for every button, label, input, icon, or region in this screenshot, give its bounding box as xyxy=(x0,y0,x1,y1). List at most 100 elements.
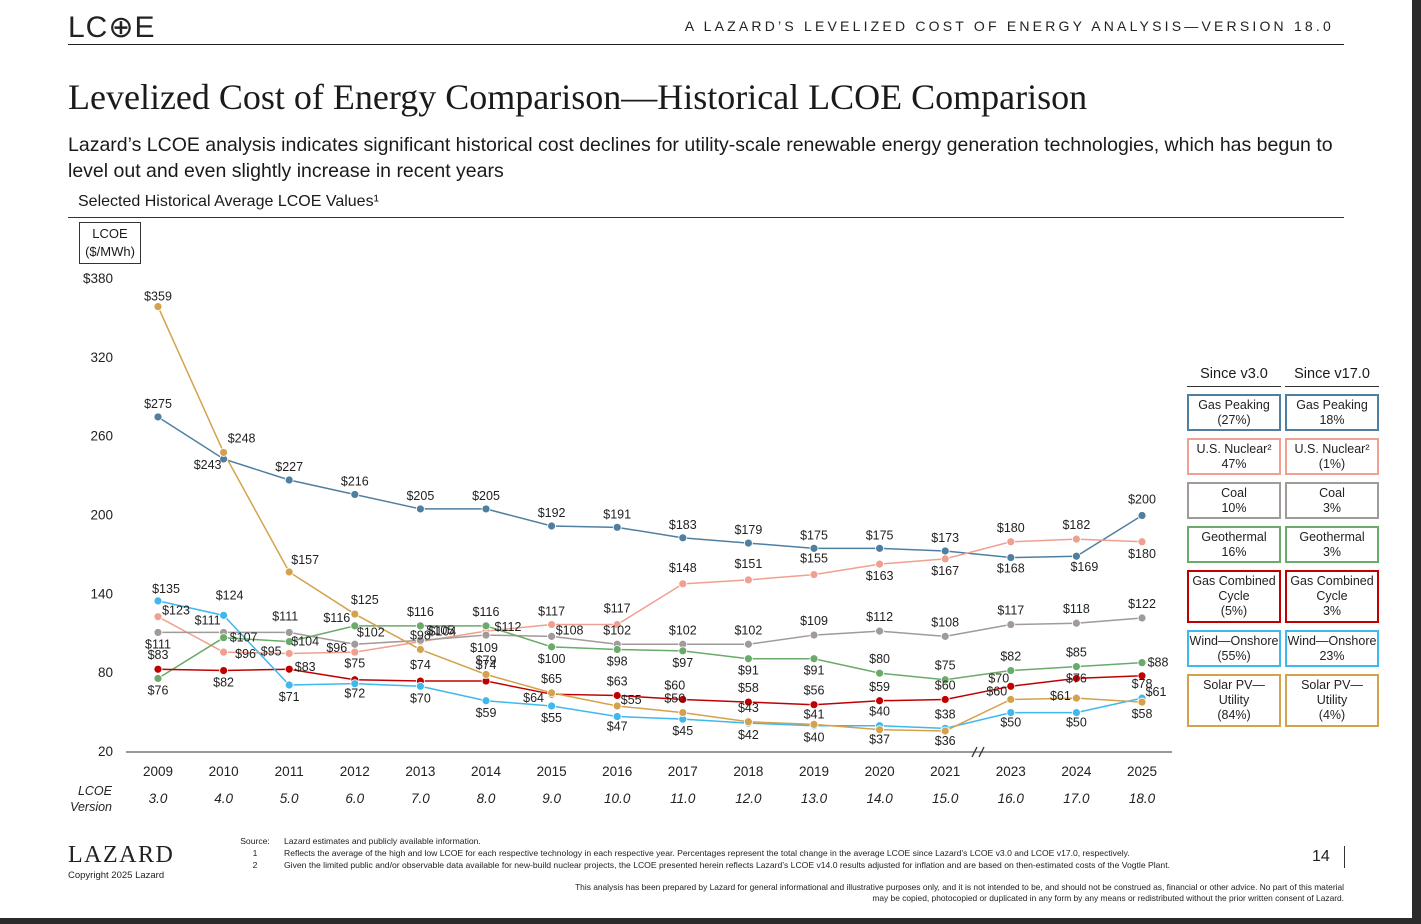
version-label: 15.0 xyxy=(932,791,959,806)
data-label: $148 xyxy=(669,561,697,575)
data-point xyxy=(678,708,688,717)
series-line xyxy=(157,625,1143,681)
data-label: $37 xyxy=(869,733,890,747)
data-point xyxy=(612,691,622,700)
data-label: $157 xyxy=(291,553,319,567)
legend-item-v17: Solar PV—Utility (4%) xyxy=(1285,674,1379,727)
data-point xyxy=(1072,662,1081,671)
footnote-key: 1 xyxy=(252,848,258,858)
data-label: $116 xyxy=(407,605,434,619)
x-tick-label: 2020 xyxy=(865,764,895,779)
data-label: $88 xyxy=(1148,656,1169,670)
legend-item-v17: Geothermal 3% xyxy=(1285,526,1379,563)
data-point xyxy=(1137,537,1147,547)
data-point xyxy=(350,639,360,649)
data-label: $91 xyxy=(804,664,825,678)
data-label: $50 xyxy=(1066,716,1087,730)
version-label: 7.0 xyxy=(411,791,430,806)
data-point xyxy=(940,546,950,556)
data-label: $112 xyxy=(866,610,893,624)
data-point xyxy=(481,670,491,679)
legend-item-v3: Solar PV—Utility (84%) xyxy=(1187,674,1281,727)
data-point xyxy=(547,688,556,698)
data-label: $40 xyxy=(869,705,890,719)
data-point xyxy=(350,609,360,619)
data-label: $104 xyxy=(428,625,456,639)
data-label: $98 xyxy=(410,629,431,643)
legend-item-v3: Gas Peaking (27%) xyxy=(1187,394,1281,431)
data-point xyxy=(219,633,229,643)
data-point xyxy=(1137,511,1147,520)
series-line xyxy=(157,668,1143,706)
data-label: $192 xyxy=(538,506,566,520)
x-tick-label: 2024 xyxy=(1061,764,1092,779)
data-label: $82 xyxy=(1000,650,1021,664)
version-label: 11.0 xyxy=(670,791,696,806)
lcoe-line-chart: $380 320 260 200 140 80 20 2009 2010 2011 2012 2013… xyxy=(70,271,1172,814)
legend-item-v3: Coal 10% xyxy=(1187,482,1281,519)
legend-item-name: Gas Peaking xyxy=(1198,397,1270,412)
data-label: $107 xyxy=(230,631,258,645)
data-label: $78 xyxy=(1132,677,1153,691)
data-label: $248 xyxy=(228,431,256,445)
data-point xyxy=(940,554,950,564)
axis-break-mark xyxy=(978,746,985,758)
data-label: $63 xyxy=(607,675,628,689)
legend-header-v17: Since v17.0 xyxy=(1285,366,1379,387)
footnote-text: Given the limited public and/or observab… xyxy=(284,860,1170,870)
x-tick-label: 2017 xyxy=(668,764,698,779)
version-label: 3.0 xyxy=(149,791,168,806)
version-label: 18.0 xyxy=(1129,791,1156,806)
version-label: 5.0 xyxy=(280,791,299,806)
data-point xyxy=(678,695,688,704)
data-label: $91 xyxy=(738,664,759,678)
data-label: $72 xyxy=(344,687,365,701)
legend-item-v17: Wind—Onshore 23% xyxy=(1285,630,1379,667)
data-point xyxy=(350,679,360,689)
data-label: $122 xyxy=(1128,597,1156,611)
data-label: $100 xyxy=(538,652,566,666)
version-label: 13.0 xyxy=(801,791,828,806)
data-label: $183 xyxy=(669,518,697,532)
data-point xyxy=(612,620,622,629)
data-label: $82 xyxy=(213,676,234,690)
x-tick-label: 2011 xyxy=(275,764,304,779)
page-title: Levelized Cost of Energy Comparison—Hist… xyxy=(68,77,1088,117)
data-point xyxy=(415,681,425,691)
legend-item-name: Solar PV—Utility xyxy=(1301,678,1363,707)
data-label: $60 xyxy=(986,684,1007,698)
data-label: $216 xyxy=(341,474,369,488)
y-tick-label: 200 xyxy=(90,508,113,523)
data-point xyxy=(1137,658,1147,668)
data-label: $108 xyxy=(556,623,584,637)
data-label: $79 xyxy=(476,653,497,667)
legend-item-name: Gas Peaking xyxy=(1296,397,1368,412)
data-label: $38 xyxy=(935,707,956,721)
data-label: $75 xyxy=(344,657,365,671)
data-label: $123 xyxy=(162,604,190,618)
data-point xyxy=(875,725,884,735)
series-line xyxy=(157,538,1143,655)
data-label: $98 xyxy=(607,655,628,669)
data-point xyxy=(153,412,163,422)
version-label: 16.0 xyxy=(998,791,1025,806)
data-point xyxy=(940,726,950,736)
data-label: $180 xyxy=(1128,547,1156,561)
data-label: $42 xyxy=(738,728,759,742)
legend-item-v3: U.S. Nuclear² 47% xyxy=(1187,438,1281,475)
x-tick-label: 2019 xyxy=(799,764,829,779)
data-label: $191 xyxy=(603,507,631,521)
legend-item-change: 18% xyxy=(1319,412,1345,427)
unit-label-line2: ($/MWh) xyxy=(85,244,135,259)
data-point xyxy=(284,628,294,637)
footnote-text: Reflects the average of the high and low… xyxy=(284,848,1130,858)
data-point xyxy=(153,302,163,311)
data-point xyxy=(547,521,556,531)
footnote-key: Source: xyxy=(240,836,270,846)
data-label: $70 xyxy=(410,691,431,705)
page-number-divider xyxy=(1344,846,1345,868)
data-point xyxy=(1006,695,1016,704)
data-point xyxy=(612,522,622,532)
y-tick-label: $380 xyxy=(83,271,113,286)
data-point xyxy=(1072,618,1081,628)
